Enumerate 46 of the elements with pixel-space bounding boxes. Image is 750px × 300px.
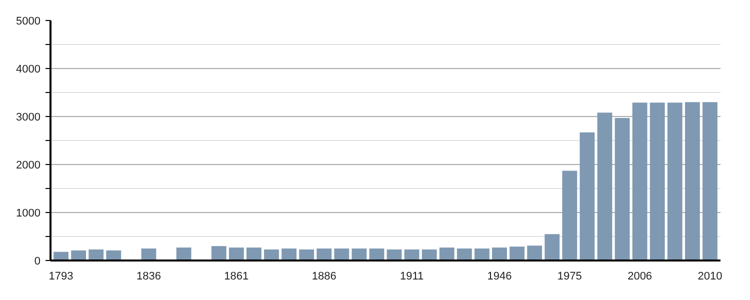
y-tick-label: 4000 [16,64,41,76]
bar [228,248,244,260]
bar [282,248,296,260]
bar [544,234,560,260]
bar [562,170,578,260]
bar [667,102,682,260]
bar [702,102,718,260]
bar [580,132,595,260]
bar [632,102,648,260]
bar [88,249,104,260]
x-tick-label: 2010 [698,270,722,282]
x-tick-label: 1793 [48,270,74,282]
x-tick-label: 1975 [557,270,582,282]
bar [456,248,472,260]
bar [316,248,332,260]
bar [211,246,226,260]
bar [264,249,279,260]
x-tick-label: 2006 [628,270,652,282]
y-tick-label: 3000 [16,112,41,124]
bar [510,246,524,260]
bar [176,248,192,260]
bar [71,250,86,260]
bar [527,246,542,260]
bar [474,248,490,260]
x-tick-label: 1886 [312,270,336,282]
bar [492,248,507,260]
bar [684,102,700,260]
y-tick-label: 2000 [16,160,41,172]
bar [334,248,350,260]
bar [614,118,630,260]
bar [106,250,122,260]
x-tick-label: 1946 [487,270,512,282]
bar [299,249,314,260]
bar [650,102,665,260]
bar [352,248,367,260]
bar [422,249,437,260]
x-tick-label: 1836 [136,270,161,282]
bar [246,248,262,260]
x-tick-label: 1861 [224,270,249,282]
y-tick-label: 0 [34,256,41,268]
y-tick-label: 1000 [16,208,41,220]
y-tick-label: 5000 [16,16,41,28]
bar [597,112,612,260]
bar [404,249,420,260]
bar [439,248,454,260]
x-tick-label: 1911 [400,270,424,282]
